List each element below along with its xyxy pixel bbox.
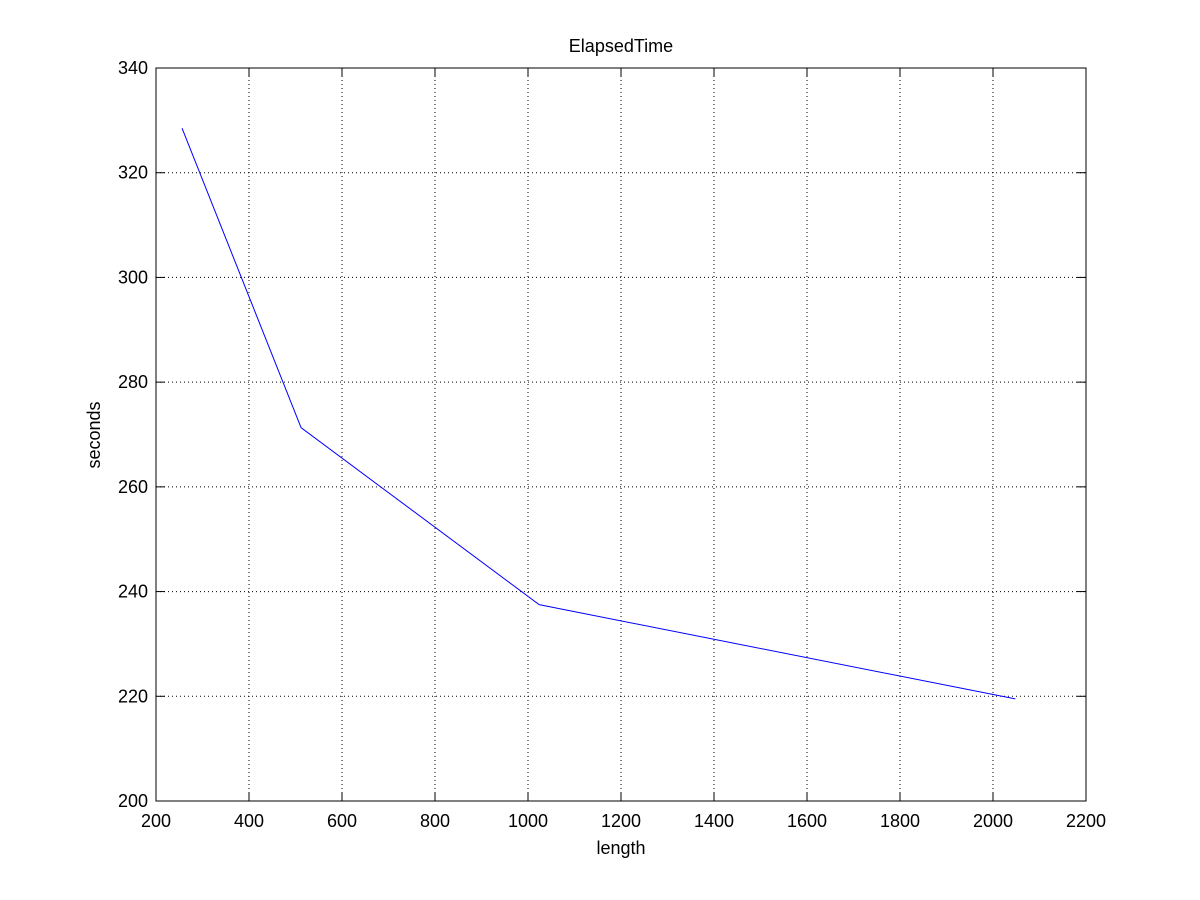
y-tick-label: 300: [118, 267, 148, 287]
x-tick-label: 1600: [787, 811, 827, 831]
x-tick-label: 400: [234, 811, 264, 831]
y-axis-label: seconds: [84, 401, 104, 468]
plot-area: [155, 67, 1087, 802]
x-tick-label: 1400: [694, 811, 734, 831]
x-tick-label: 600: [327, 811, 357, 831]
x-tick-label: 1200: [601, 811, 641, 831]
y-tick-labels: 200 220 240 260 280 300 320 340: [118, 58, 148, 811]
y-tick-label: 220: [118, 686, 148, 706]
y-tick-label: 340: [118, 58, 148, 78]
series-line: [181, 128, 1016, 700]
x-axis-label: length: [596, 838, 645, 858]
ticks: [155, 67, 1087, 802]
x-tick-label: 1000: [508, 811, 548, 831]
y-tick-label: 200: [118, 791, 148, 811]
chart-title: ElapsedTime: [569, 36, 673, 56]
y-tick-label: 320: [118, 163, 148, 183]
y-tick-label: 260: [118, 477, 148, 497]
x-tick-labels: 200 400 600 800 1000 1200 1400 1600 1800 2000 2200: [141, 811, 1106, 831]
x-tick-label: 1800: [880, 811, 920, 831]
y-tick-label: 280: [118, 372, 148, 392]
x-tick-label: 200: [141, 811, 171, 831]
x-tick-label: 2000: [973, 811, 1013, 831]
grid: [156, 68, 1086, 801]
x-tick-label: 800: [420, 811, 450, 831]
y-tick-label: 240: [118, 582, 148, 602]
x-tick-label: 2200: [1066, 811, 1106, 831]
series-layer: [181, 128, 1016, 700]
